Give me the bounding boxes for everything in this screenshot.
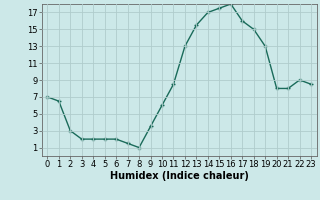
X-axis label: Humidex (Indice chaleur): Humidex (Indice chaleur)	[110, 171, 249, 181]
